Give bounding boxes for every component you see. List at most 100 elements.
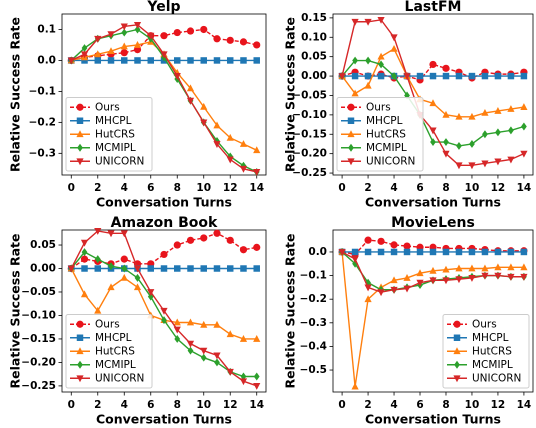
- marker: [67, 265, 75, 273]
- legend-label: MCMIPL: [366, 142, 407, 154]
- marker: [133, 265, 142, 273]
- marker: [481, 160, 489, 168]
- marker: [416, 279, 424, 287]
- marker: [120, 49, 128, 57]
- legend-label: Ours: [366, 101, 391, 113]
- marker: [174, 57, 181, 64]
- marker: [430, 138, 436, 146]
- marker: [200, 353, 207, 362]
- marker: [348, 143, 354, 152]
- marker: [391, 72, 397, 81]
- marker: [429, 99, 437, 107]
- marker: [186, 84, 195, 92]
- marker: [364, 295, 372, 303]
- x-tick-label: 0: [68, 399, 75, 411]
- marker: [94, 228, 102, 235]
- legend-box: [65, 97, 153, 172]
- marker: [377, 237, 385, 245]
- marker: [239, 165, 248, 173]
- x-axis-label: Conversation Turns: [365, 412, 501, 427]
- marker: [455, 72, 463, 80]
- y-tick-label: −0.2: [300, 293, 327, 305]
- y-tick-label: −0.25: [292, 167, 327, 179]
- y-tick-label: −0.15: [292, 128, 327, 140]
- marker: [94, 306, 102, 314]
- marker: [147, 57, 154, 64]
- y-axis-label: Relative Success Rate: [283, 17, 298, 172]
- marker: [76, 117, 84, 124]
- legend-label: UNICORN: [366, 155, 415, 167]
- marker: [347, 158, 355, 166]
- marker: [455, 162, 463, 170]
- marker: [455, 248, 463, 256]
- marker: [377, 16, 385, 24]
- y-tick-label: 0.0: [37, 54, 56, 66]
- marker: [226, 57, 234, 64]
- marker: [226, 265, 234, 272]
- marker: [133, 21, 142, 29]
- x-tick-label: 12: [491, 182, 506, 194]
- marker: [482, 130, 488, 139]
- x-axis-label: Conversation Turns: [96, 195, 232, 210]
- marker: [364, 248, 372, 256]
- subplot: MovieLens 0 2 4 6 8 10 12 14 −0.5 −0.4 −0.3 −0.2 −0.1…: [283, 215, 534, 427]
- marker: [200, 234, 208, 242]
- marker: [226, 36, 234, 44]
- marker: [134, 57, 141, 64]
- y-tick-label: 0.05: [30, 239, 56, 251]
- marker: [495, 128, 501, 137]
- marker: [390, 44, 398, 52]
- marker: [161, 316, 167, 325]
- marker: [76, 334, 84, 341]
- marker: [186, 340, 195, 348]
- legend-label: MCMIPL: [95, 142, 136, 154]
- marker: [390, 34, 398, 42]
- marker: [239, 140, 248, 147]
- marker: [133, 41, 142, 48]
- marker: [76, 158, 84, 166]
- marker: [80, 51, 89, 59]
- marker: [107, 57, 115, 64]
- marker: [134, 273, 141, 282]
- marker: [442, 248, 450, 256]
- marker: [213, 141, 221, 148]
- x-tick-label: 2: [94, 182, 101, 194]
- marker: [508, 126, 514, 135]
- legend-box: [65, 314, 153, 389]
- y-tick-label: −0.20: [21, 356, 56, 368]
- marker: [120, 42, 128, 50]
- marker: [347, 103, 355, 111]
- y-tick-label: 0.1: [37, 23, 56, 35]
- legend-label: MHCPL: [472, 332, 509, 344]
- legend-label: MCMIPL: [95, 359, 136, 371]
- marker: [468, 112, 476, 120]
- marker: [107, 283, 115, 291]
- marker: [468, 248, 476, 256]
- marker: [187, 265, 194, 272]
- marker: [364, 236, 372, 244]
- marker: [77, 143, 83, 152]
- marker: [81, 265, 88, 272]
- y-tick-label: −0.05: [21, 286, 56, 298]
- marker: [67, 57, 75, 65]
- marker: [160, 32, 168, 40]
- marker: [226, 156, 234, 164]
- legend-label: MCMIPL: [472, 359, 513, 371]
- marker: [377, 52, 385, 60]
- marker: [377, 289, 385, 297]
- chart-title: LastFM: [405, 0, 462, 15]
- x-tick-label: 2: [94, 399, 101, 411]
- marker: [364, 72, 372, 80]
- y-tick-label: −0.20: [292, 148, 327, 160]
- marker: [352, 56, 358, 65]
- marker: [453, 375, 461, 383]
- marker: [481, 108, 489, 116]
- marker: [494, 72, 502, 80]
- marker: [240, 57, 247, 64]
- marker: [239, 38, 248, 46]
- marker: [107, 31, 115, 39]
- x-tick-label: 4: [390, 399, 397, 411]
- marker: [213, 229, 221, 237]
- marker: [443, 138, 449, 146]
